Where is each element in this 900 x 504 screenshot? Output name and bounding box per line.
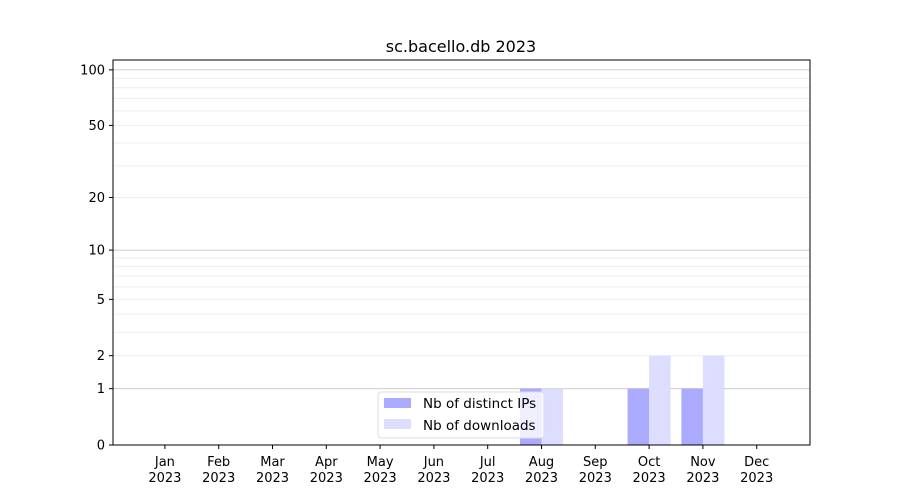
bar-downloads (541, 388, 563, 445)
bar-downloads (649, 355, 671, 445)
legend-swatch-distinct-ips (384, 398, 411, 408)
bar-downloads (702, 355, 725, 445)
y-tick-label: 10 (88, 244, 105, 259)
x-tick-label: May 2023 (364, 455, 397, 486)
y-tick-label: 0 (97, 439, 105, 454)
legend-swatch-downloads (384, 419, 411, 429)
x-tick-label: Feb 2023 (202, 455, 235, 486)
bar-distinct-ips (681, 388, 703, 445)
y-tick-label: 5 (97, 293, 105, 308)
chart-title: sc.bacello.db 2023 (386, 37, 536, 56)
x-tick-label: Mar 2023 (256, 455, 289, 486)
x-axis: Jan 2023 Feb 2023 Mar 2023 Apr 2023 May 2023 Jun 20… (148, 445, 773, 486)
x-tick-label: Dec 2023 (740, 455, 773, 486)
x-tick-label: Aug 2023 (525, 455, 558, 486)
y-tick-label: 100 (80, 63, 105, 78)
x-tick-label: Apr 2023 (310, 455, 343, 486)
y-tick-label: 50 (88, 119, 105, 134)
plot-frame (112, 59, 811, 446)
x-tick-label: Oct 2023 (633, 455, 666, 486)
x-tick-label: Jul 2023 (471, 455, 504, 486)
legend: Nb of distinct IPs Nb of downloads (377, 391, 545, 439)
bar-distinct-ips (627, 388, 650, 445)
y-tick-label: 1 (97, 382, 105, 397)
legend-label-distinct-ips: Nb of distinct IPs (423, 396, 536, 412)
x-tick-label: Sep 2023 (579, 455, 612, 486)
y-tick-label: 20 (88, 191, 105, 206)
legend-label-downloads: Nb of downloads (423, 418, 536, 434)
y-tick-label: 2 (97, 349, 105, 364)
grid (113, 69, 810, 390)
x-tick-label: Nov 2023 (686, 455, 719, 486)
bars (520, 355, 725, 445)
x-tick-label: Jun 2023 (417, 455, 450, 486)
y-axis: 0 1 2 5 10 20 50 100 (80, 63, 113, 454)
x-tick-label: Jan 2023 (148, 455, 181, 486)
legend-box (377, 391, 545, 439)
